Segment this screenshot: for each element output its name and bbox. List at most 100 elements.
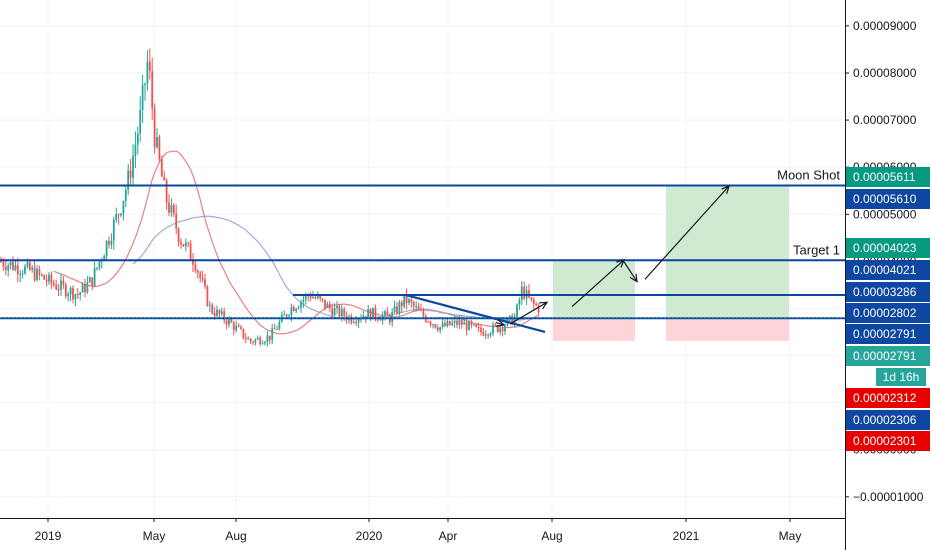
arrow-to-target-1 — [571, 259, 626, 308]
candle — [472, 323, 475, 326]
candle-body — [528, 290, 530, 298]
candle — [24, 264, 26, 275]
profit-zone — [666, 185, 789, 318]
candle-body — [64, 284, 67, 297]
candle — [100, 257, 103, 269]
candle-body — [127, 170, 130, 190]
candle-body — [391, 311, 394, 323]
candle — [436, 324, 439, 333]
candle-body — [314, 296, 317, 299]
candle — [28, 259, 31, 272]
candle — [9, 261, 12, 270]
candle-body — [355, 321, 358, 323]
candle — [60, 273, 62, 297]
candle — [244, 332, 247, 344]
candle-body — [412, 302, 415, 307]
candle — [247, 335, 250, 340]
arrow-segment — [571, 259, 625, 308]
price-tags: 0.00005611 0.00005610 0.00004023 0.00004021… — [846, 167, 930, 451]
price-tag: 0.00003286 — [846, 282, 930, 302]
candle-body — [218, 309, 221, 315]
candle-body — [352, 321, 355, 323]
candle — [237, 323, 240, 328]
candle-body — [52, 282, 55, 285]
candle-body — [129, 170, 132, 178]
candle-body — [21, 273, 24, 275]
candle-body — [494, 324, 497, 326]
candle — [256, 335, 259, 340]
candle — [412, 300, 415, 312]
candle — [333, 303, 336, 317]
candle-body — [228, 319, 230, 325]
candle-body — [256, 337, 259, 340]
candle-body — [110, 240, 113, 245]
candle-body — [50, 274, 53, 283]
candle-body — [40, 274, 43, 276]
candle — [328, 300, 331, 312]
candle — [367, 305, 370, 319]
candle — [129, 159, 132, 187]
x-tick-label: 2019 — [35, 529, 62, 543]
price-tag-bg — [846, 238, 930, 258]
candle-body — [427, 321, 430, 323]
candle — [410, 295, 413, 308]
candle-body — [91, 277, 94, 287]
candle-body — [446, 320, 449, 327]
candle-body — [271, 328, 274, 341]
loss-zone — [553, 317, 635, 341]
candle-body — [309, 296, 312, 299]
candle-body — [290, 307, 293, 316]
candle — [261, 340, 264, 345]
profit-zone — [553, 260, 635, 318]
y-tick-label: 0.00009000 — [853, 19, 917, 33]
candle — [153, 103, 156, 154]
candle — [470, 319, 473, 329]
candle-body — [192, 259, 194, 265]
candle — [62, 275, 65, 289]
candle-body — [439, 327, 442, 331]
candle — [444, 319, 446, 327]
level-label: Moon Shot — [777, 167, 840, 182]
candle — [232, 320, 235, 336]
candle — [74, 293, 77, 307]
price-tag-text: 0.00002802 — [853, 306, 917, 320]
candle — [177, 227, 180, 247]
candle-body — [436, 327, 439, 331]
candle-body — [225, 320, 228, 325]
price-tag: 0.00002791 — [846, 346, 930, 366]
candle-body — [172, 204, 175, 214]
candle — [268, 335, 271, 345]
candle — [252, 340, 254, 346]
candle — [98, 261, 101, 271]
candle-body — [31, 267, 34, 270]
candle-body — [468, 321, 470, 331]
candle — [448, 320, 451, 326]
candle-body — [278, 321, 281, 329]
candle-body — [273, 328, 276, 330]
candle-body — [187, 242, 190, 244]
price-tag: 0.00004021 — [846, 260, 930, 280]
candle — [427, 320, 430, 323]
candle-body — [338, 305, 341, 317]
candle-body — [285, 314, 288, 317]
candle — [72, 285, 74, 304]
candle — [175, 204, 178, 235]
candle — [146, 50, 149, 91]
candle — [194, 260, 197, 273]
level-label: Target 1 — [793, 242, 840, 257]
candle-body — [194, 264, 197, 271]
candle-body — [120, 213, 122, 216]
candle — [136, 126, 139, 155]
price-tag-text: 0.00002791 — [853, 327, 917, 341]
price-tag-text: 0.00005611 — [853, 170, 916, 184]
price-tag-bg — [846, 388, 930, 408]
candle — [535, 301, 538, 307]
candle-body — [163, 176, 166, 181]
candle-body — [324, 299, 326, 308]
candle — [208, 301, 211, 313]
candle — [530, 296, 533, 302]
candle — [295, 307, 298, 314]
candle — [499, 326, 502, 336]
candle-body — [213, 312, 216, 316]
